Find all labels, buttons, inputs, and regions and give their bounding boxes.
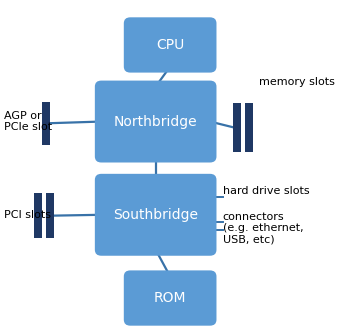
Text: ROM: ROM	[154, 291, 186, 305]
FancyBboxPatch shape	[124, 17, 216, 73]
Bar	[245, 103, 253, 152]
Text: Northbridge: Northbridge	[114, 115, 198, 129]
Bar	[42, 102, 50, 145]
Text: connectors
(e.g. ethernet,
USB, etc): connectors (e.g. ethernet, USB, etc)	[223, 211, 303, 245]
FancyBboxPatch shape	[95, 81, 216, 163]
Text: PCI slots: PCI slots	[4, 210, 51, 220]
Text: Southbridge: Southbridge	[113, 208, 198, 222]
Text: hard drive slots: hard drive slots	[223, 186, 309, 196]
Bar	[233, 103, 241, 152]
Bar	[34, 193, 42, 238]
Text: CPU: CPU	[156, 38, 184, 52]
FancyBboxPatch shape	[95, 174, 216, 256]
Text: AGP or
PCIe slot: AGP or PCIe slot	[4, 111, 52, 132]
FancyBboxPatch shape	[124, 270, 216, 326]
Bar	[46, 193, 54, 238]
Text: memory slots: memory slots	[259, 77, 335, 87]
